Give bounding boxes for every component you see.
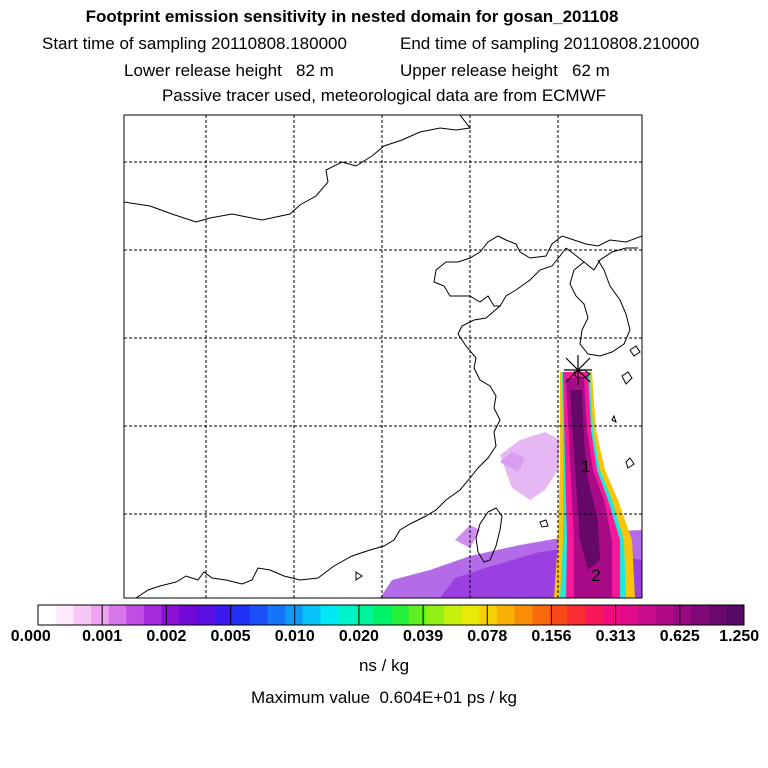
colorbar-tick-label: 0.005 xyxy=(210,628,251,645)
colorbar-tick-label: 0.078 xyxy=(467,628,508,645)
colorbar-swatch xyxy=(320,605,339,625)
colorbar-swatch xyxy=(708,605,727,625)
colorbar-swatch xyxy=(638,605,657,625)
plot-title: Footprint emission sensitivity in nested… xyxy=(85,7,619,26)
island-1 xyxy=(621,371,633,385)
maximum-value-label: Maximum value 0.604E+01 ps / kg xyxy=(251,688,517,707)
colorbar-unit: ns / kg xyxy=(358,656,410,675)
map-frame xyxy=(123,114,643,599)
colorbar-tick-label: 0.020 xyxy=(338,628,379,645)
sensitivity-patch-coast xyxy=(500,452,525,472)
coastlines xyxy=(124,115,642,598)
colorbar-dividers xyxy=(101,605,681,625)
colorbar-swatch xyxy=(285,605,304,625)
colorbar-tick-label: 0.625 xyxy=(659,628,700,645)
colorbar-swatch xyxy=(267,605,286,625)
colorbar-swatch xyxy=(143,605,163,625)
colorbar-swatch xyxy=(549,605,568,625)
colorbar-tick-label: 0.002 xyxy=(146,628,187,645)
colorbar-swatch xyxy=(655,605,674,625)
colorbar-swatch xyxy=(408,605,427,625)
colorbar-swatch xyxy=(126,605,145,625)
colorbar-swatch xyxy=(249,605,268,625)
colorbar-swatch xyxy=(196,605,215,625)
colorbar-swatch xyxy=(338,605,357,625)
colorbar-swatch xyxy=(161,605,180,625)
colorbar-swatch xyxy=(38,605,57,625)
end-time-label: End time of sampling 20110808.210000 xyxy=(400,34,700,53)
island-6 xyxy=(355,571,363,581)
lower-release-height-label: Lower release height 82 m xyxy=(124,61,334,80)
colorbar-swatch xyxy=(108,605,127,625)
colorbar-swatch xyxy=(461,605,480,625)
colorbar-swatch xyxy=(691,605,710,625)
colorbar-swatch xyxy=(373,605,392,625)
colorbar-swatch xyxy=(673,605,692,625)
tracer-note: Passive tracer used, meteorological data… xyxy=(161,86,607,105)
map-grid xyxy=(124,115,642,598)
colorbar-swatch xyxy=(179,605,198,625)
colorbar-swatch xyxy=(214,605,233,625)
colorbar-swatch xyxy=(302,605,321,625)
colorbar-swatch xyxy=(496,605,516,625)
plume-label-1: 1 xyxy=(581,457,590,476)
upper-release-height-label: Upper release height 62 m xyxy=(400,61,610,80)
colorbar-swatch xyxy=(479,605,498,625)
coastline-korea xyxy=(569,259,631,357)
plume-label-2: 2 xyxy=(591,566,600,585)
start-time-label: Start time of sampling 20110808.180000 xyxy=(42,34,347,53)
colorbar-swatch xyxy=(355,605,374,625)
colorbar-swatch xyxy=(73,605,92,625)
coastline-china xyxy=(135,235,642,598)
colorbar-swatch xyxy=(232,605,251,625)
receptor-star-icon xyxy=(564,355,592,385)
colorbar-swatch xyxy=(726,605,745,625)
colorbar-swatch xyxy=(532,605,551,625)
colorbar-tick-label: 0.313 xyxy=(595,628,636,645)
sensitivity-patch-east-china-sea xyxy=(500,432,560,500)
sensitivity-shading xyxy=(380,372,642,598)
colorbar-swatch xyxy=(514,605,533,625)
colorbar-swatch xyxy=(391,605,410,625)
island-5 xyxy=(539,519,549,528)
plume-core xyxy=(570,390,600,570)
colorbar-tick-label: 0.000 xyxy=(10,628,51,645)
coastline-bohai xyxy=(499,247,567,307)
colorbar-swatch xyxy=(55,605,74,625)
colorbar-swatch xyxy=(567,605,586,625)
island-4 xyxy=(611,414,617,423)
colorbar-tick-label: 0.039 xyxy=(403,628,444,645)
colorbar-swatch xyxy=(90,605,110,625)
colorbar-swatch xyxy=(620,605,639,625)
colorbar-swatch xyxy=(602,605,621,625)
colorbar-swatch xyxy=(443,605,463,625)
island-2 xyxy=(629,345,641,357)
island-3 xyxy=(625,457,635,469)
sensitivity-patch-taiwan xyxy=(455,525,480,548)
colorbar-tick-label: 0.010 xyxy=(274,628,315,645)
colorbar-swatch xyxy=(426,605,445,625)
colorbar-swatch xyxy=(585,605,604,625)
colorbar-tick-label: 0.001 xyxy=(82,628,123,645)
coastline-taiwan xyxy=(475,507,503,563)
colorbar-frame xyxy=(37,604,745,626)
border-korea-north xyxy=(565,247,638,271)
border-mongolia xyxy=(124,115,471,223)
colorbar-tick-label: 0.156 xyxy=(531,628,572,645)
colorbar-swatches xyxy=(38,605,745,625)
colorbar-tick-label: 1.250 xyxy=(719,628,760,645)
